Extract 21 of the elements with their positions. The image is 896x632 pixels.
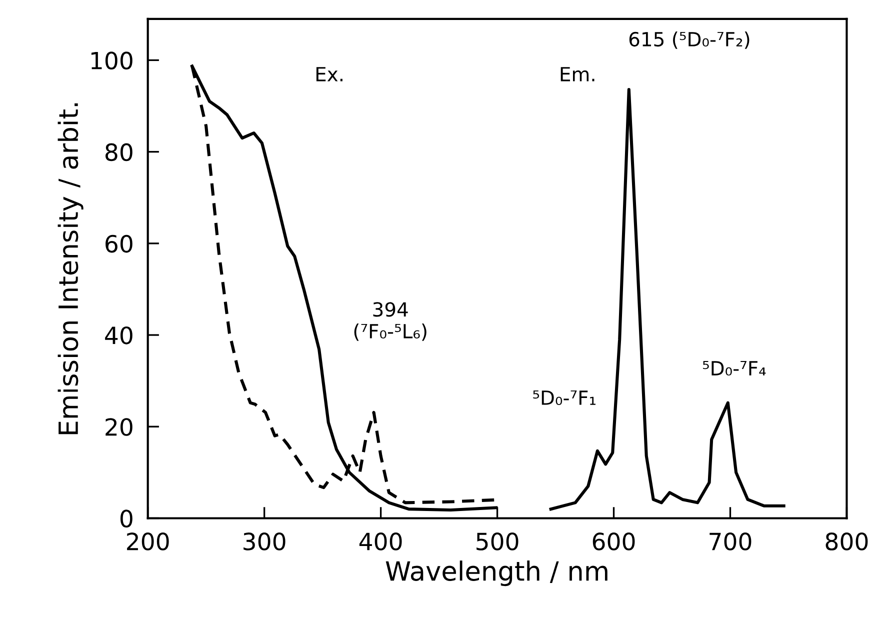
y-tick-label: 80 [106,143,132,162]
x-axis-title: Wavelength / nm [386,560,608,586]
y-tick-label: 60 [106,234,132,253]
y-tick-label: 0 [120,510,132,528]
x-tick-label: 300 [244,532,286,550]
y-tick-label: 40 [105,326,132,344]
annotation: 394 (⁷F₀-⁵L₆) [354,302,426,341]
x-tick-label: 200 [127,532,169,550]
x-tick-label: 800 [826,532,868,550]
x-tick-label: 700 [710,532,752,550]
y-axis-title: Emission Intensity / arbit. [58,103,84,434]
y-tick-label: 20 [106,418,132,436]
annotation: Em. [560,67,594,82]
x-tick-label: 500 [476,532,518,550]
annotation: ⁵D₀-⁷F₁ [533,390,596,405]
annotation: Ex. [316,67,342,82]
x-tick-label: 600 [592,532,635,550]
annotation: 615 (⁵D₀-⁷F₂) [629,32,750,49]
y-tick-label: 100 [91,52,132,70]
annotation: ⁵D₀-⁷F₄ [702,361,766,376]
x-tick-label: 400 [359,532,402,550]
